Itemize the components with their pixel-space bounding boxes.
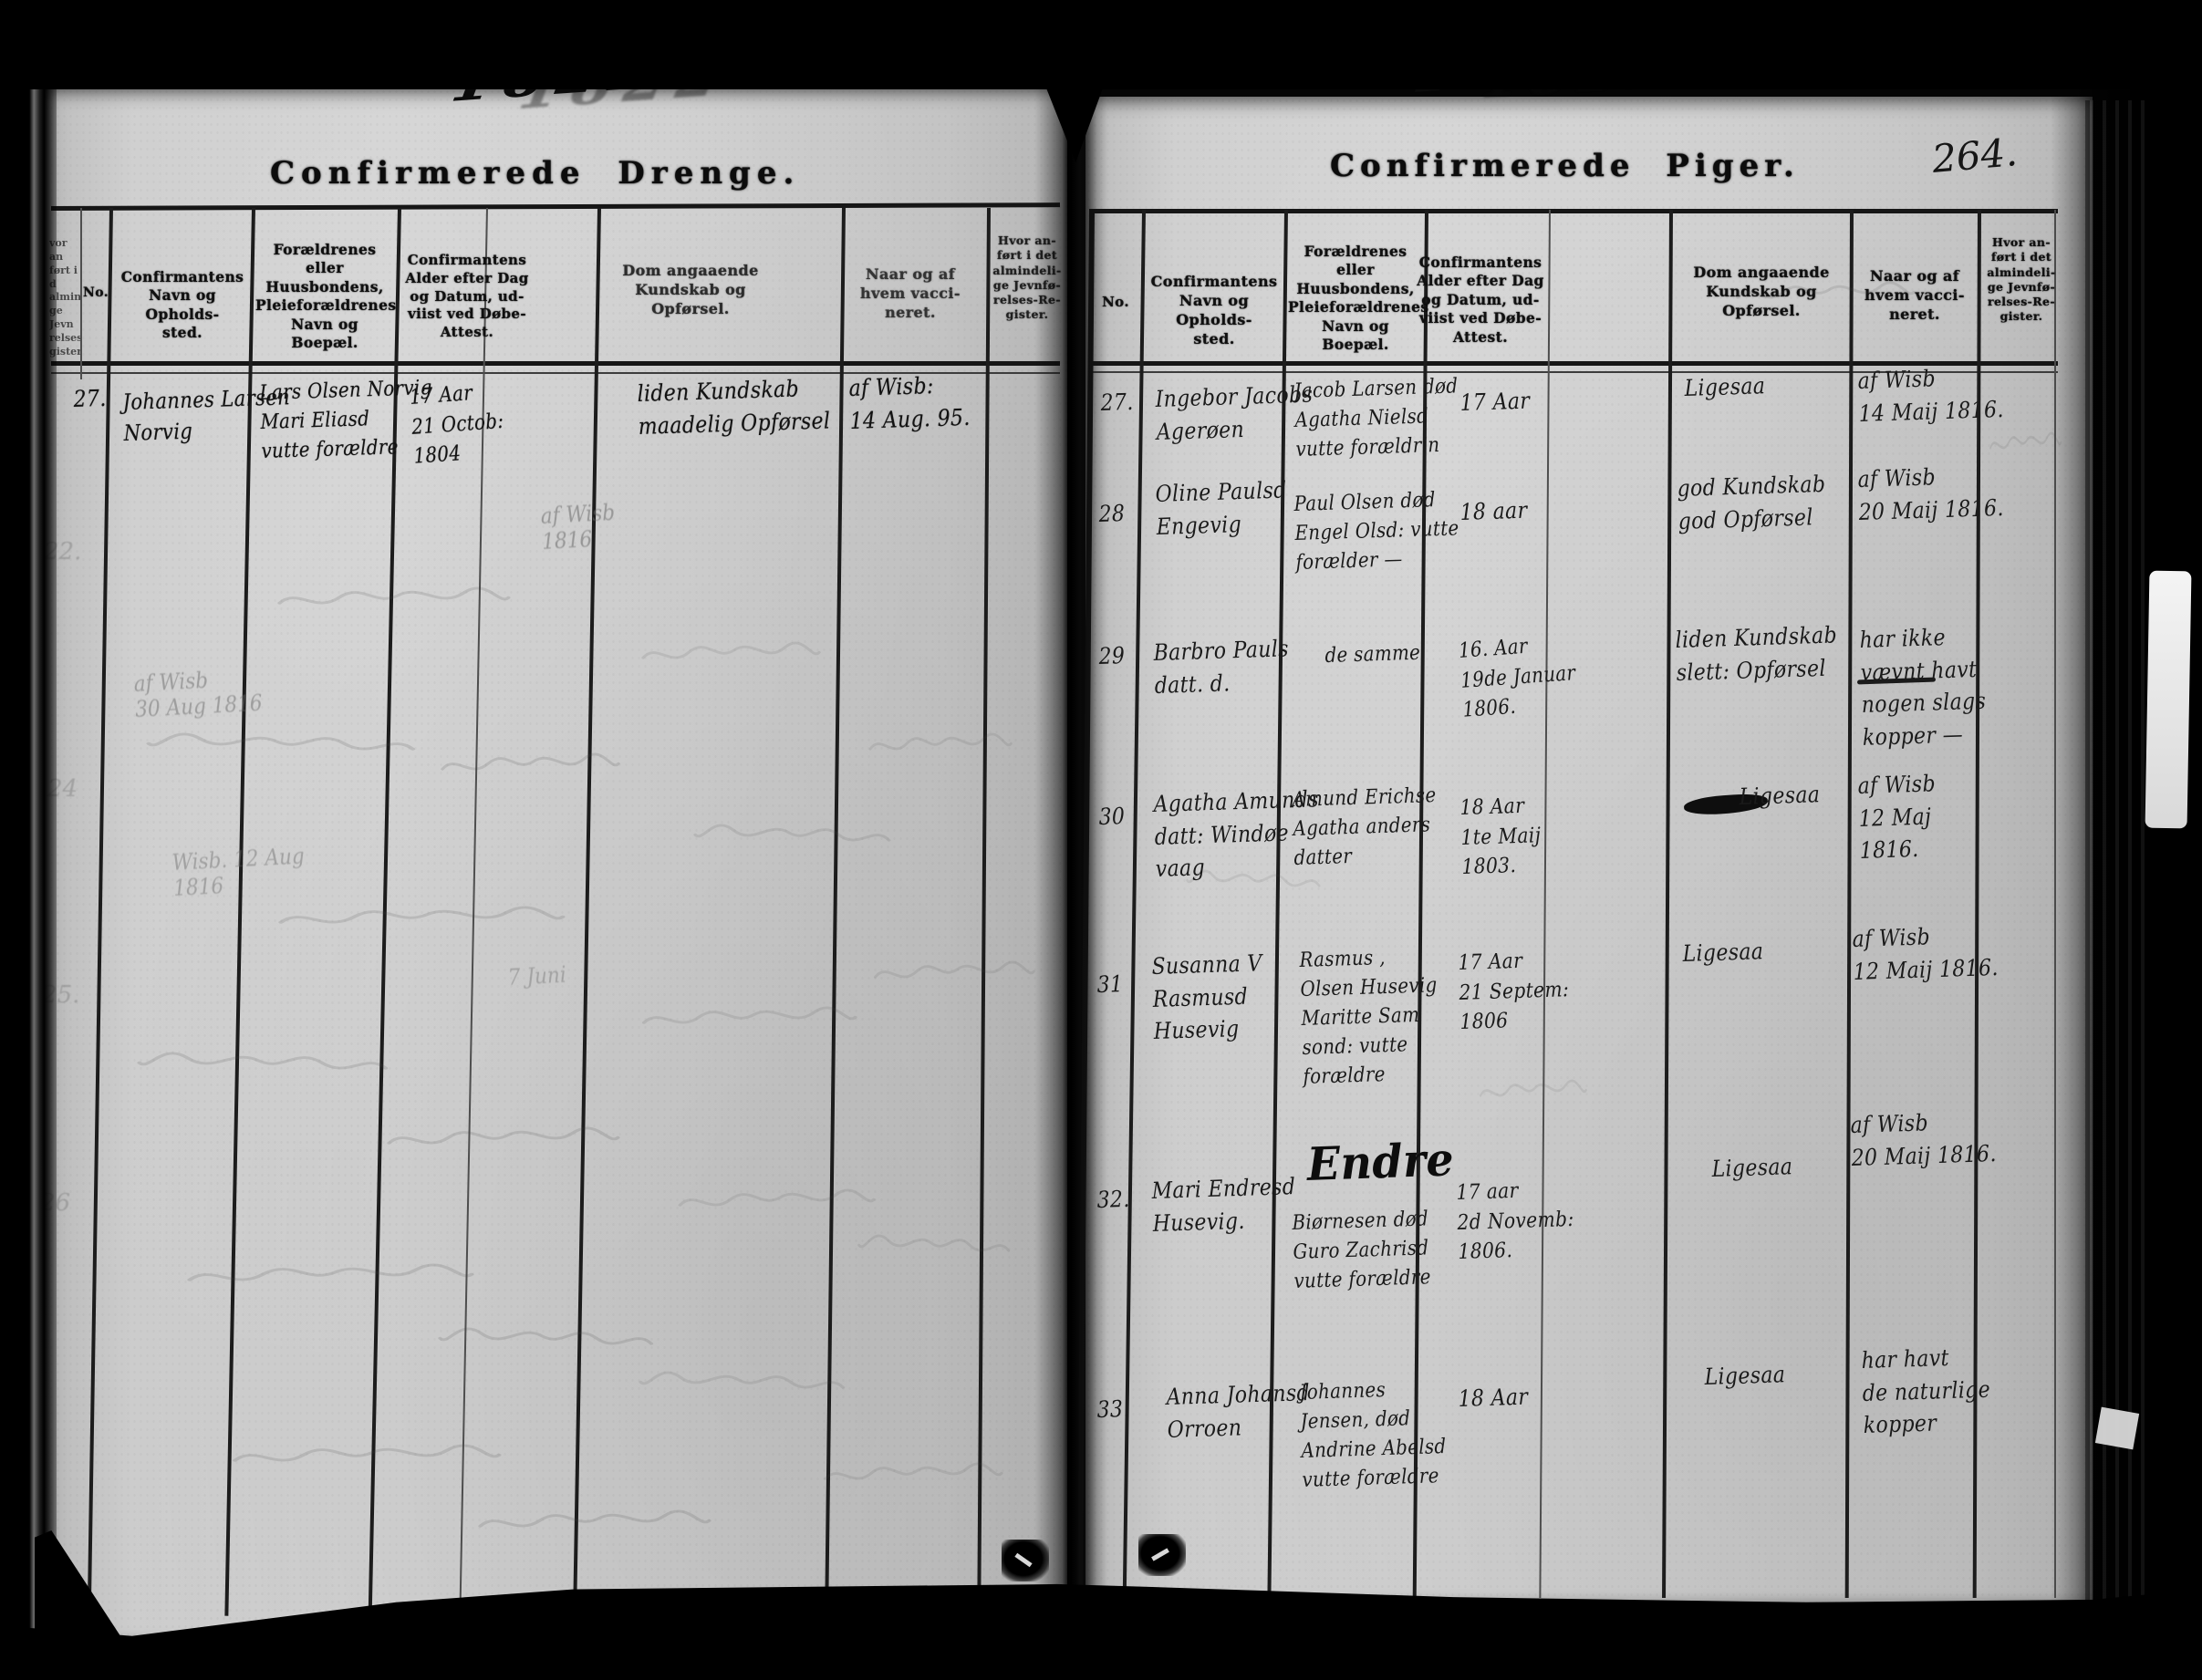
column-header-name-right: Confirmantens Navn og Opholds- sted. (1150, 273, 1278, 348)
row-confirmant-name: Anna Johansd Orroen (1166, 1379, 1311, 1443)
ink-blot-highlight (1014, 1552, 1033, 1568)
row-vaccinated: af Wisb 12 Maij 1816. (1852, 923, 1999, 985)
column-header-no-right: No. (1102, 294, 1129, 310)
table-rule-horizontal (51, 372, 1060, 374)
page-number: 264. (1930, 130, 2020, 181)
faded-handwriting-ghost (639, 1371, 846, 1390)
row-age: 16. Aar 19de Januar 1806. (1458, 634, 1577, 723)
row-confirmant-name: Ingebor Jacobs Agerøen (1155, 380, 1314, 445)
top-black-band (0, 0, 2202, 89)
row-parents: Rasmus , Olsen Husevig Maritte Sam sond:… (1299, 946, 1438, 1089)
faded-handwriting-ghost (639, 1003, 857, 1034)
table-rule-horizontal (1089, 209, 2058, 213)
row-age: 18 Aar 1te Maij 1803. (1459, 793, 1542, 880)
column-header-conduct-left: Dom angaaende Kundskab og Opførsel. (622, 262, 759, 318)
faded-handwriting-ghost (146, 730, 420, 761)
column-header-vaccinated-right: Naar og af hvem vacci- neret. (1864, 267, 1965, 324)
table-rule-horizontal (1089, 371, 2058, 373)
ink-blot (1002, 1540, 1049, 1581)
faded-handwriting-ghost (274, 584, 511, 615)
row-conduct: Ligesaa (1711, 1153, 1793, 1182)
row-age: 18 aar (1459, 496, 1528, 525)
row-parents: Lars Olsen Norvig Mari Eliasd vutte foræ… (259, 376, 433, 463)
faded-handwriting-ghost (441, 752, 620, 771)
row-parents: Biørnesen død Guro Zachrisd vutte foræld… (1292, 1207, 1432, 1293)
row-confirmant-name: Mari Endresd Husevig. (1151, 1173, 1296, 1237)
row-confirmant-name: Susanna V Rasmusd Husevig (1151, 949, 1263, 1044)
faded-handwriting-ghost (228, 1441, 502, 1472)
row-conduct: Ligesaa (1739, 781, 1821, 810)
table-rule-horizontal (51, 361, 1060, 366)
binding-gutter-shadow (1034, 88, 1107, 1620)
row-age: 17 Aar 21 Septem: 1806 (1458, 949, 1570, 1035)
row-age: 17 Aar 21 Octob: 1804 (409, 381, 505, 470)
row-parents-emphasis: Endre (1305, 1132, 1455, 1191)
column-header-register-right: Hvor an- ført i det almindeli- ge Jevnfø… (1987, 235, 2056, 324)
faded-handwriting-ghost (383, 1124, 620, 1155)
row-age: 17 Aar (1459, 387, 1531, 416)
binding-edge-right (2051, 88, 2202, 1638)
row-parents: Johannes Jensen, død Andrine Abelsd vutt… (1299, 1378, 1447, 1492)
row-parents: Paul Olsen død Engel Olsd: vutte forælde… (1293, 488, 1459, 575)
faded-handwriting-ghost (274, 903, 566, 934)
faded-handwriting-ghost (137, 1049, 392, 1080)
row-conduct: Ligesaa (1704, 1361, 1786, 1390)
faded-handwriting-ghost (873, 960, 1035, 979)
row-number: 27. (73, 384, 108, 412)
table-rule-horizontal (1089, 361, 2058, 366)
row-parents: Jacob Larsen død Agatha Nielsd vutte for… (1293, 374, 1459, 461)
row-vaccinated: af Wisb 14 Maij 1816. (1857, 365, 2005, 427)
faded-handwriting-ghost (678, 1188, 876, 1208)
row-conduct: liden Kundskab slett: Opførsel (1675, 621, 1838, 686)
row-age: 17 aar 2d Novemb: 1806. (1456, 1178, 1574, 1265)
column-header-age-left: Confirmantens Alder efter Dag og Datum, … (405, 252, 529, 341)
row-vaccinated: har havt de naturlige kopper (1861, 1343, 1991, 1438)
row-vaccinated: har ikke vævnt havt nogen slags kopper — (1859, 624, 1987, 751)
ink-blot-highlight (1151, 1548, 1169, 1561)
row-parents: de samme (1324, 640, 1421, 668)
column-header-age-right: Confirmantens Alder efter Dag og Datum, … (1417, 254, 1544, 346)
row-confirmant-name: Barbro Pauls datt. d. (1153, 635, 1290, 699)
row-conduct: god Kundskab god Opførsel (1677, 470, 1826, 534)
faded-fragment: 7 Juni (507, 961, 567, 990)
faded-handwriting-ghost (641, 641, 821, 659)
paper-scrap (2094, 1406, 2140, 1450)
row-conduct: liden Kundskab maadelig Opførsel (637, 375, 831, 440)
faded-handwriting-ghost (1479, 1079, 1587, 1097)
column-header-parents-left: Forældrenes eller Huusbondens, Pleieforæ… (255, 241, 397, 352)
row-conduct: Ligesaa (1682, 938, 1764, 967)
faded-handwriting-ghost (474, 1507, 711, 1538)
faded-handwriting-ghost (693, 824, 891, 843)
row-age: 18 Aar (1458, 1383, 1529, 1412)
faded-handwriting-ghost (868, 732, 1013, 751)
row-vaccinated: af Wisb: 14 Aug. 95. (848, 372, 971, 434)
left-edge-shadow (0, 0, 57, 1680)
faded-fragment: Wisb. 12 Aug 1816 (171, 843, 306, 901)
page-title-left: Confirmerede Drenge. (270, 155, 801, 192)
binding-streaks (2085, 100, 2149, 1605)
page-title-right: Confirmerede Piger. (1330, 148, 1800, 184)
row-vaccinated: af Wisb 12 Maj 1816. (1857, 770, 1937, 864)
faded-fragment: af Wisb 1816 (540, 499, 616, 555)
faded-fragment: af Wisb 30 Aug 1816 (133, 667, 264, 722)
bookmark-sliver (2145, 570, 2192, 829)
column-header-no-left: No. (83, 285, 109, 300)
row-confirmant-name: Oline Paulsd Engevig (1155, 476, 1287, 540)
row-vaccinated: af Wisb 20 Maij 1816. (1857, 463, 2005, 525)
table-rule-vertical (80, 208, 82, 379)
faded-handwriting-ghost (182, 1260, 474, 1291)
faded-handwriting-ghost (824, 1462, 1003, 1480)
column-header-name-left: Confirmantens Navn og Opholds- sted. (120, 268, 244, 342)
faded-handwriting-ghost (857, 1234, 1011, 1252)
ink-blot (1138, 1534, 1186, 1576)
faded-handwriting-ghost (438, 1324, 657, 1355)
faded-handwriting-ghost (1736, 281, 1916, 299)
column-header-vaccinated-left: Naar og af hvem vacci- neret. (860, 265, 961, 322)
column-header-parents-right: Forældrenes eller Huusbondens, Pleieforæ… (1288, 243, 1429, 354)
row-parents: Amund Erichse Agatha anders datter (1292, 783, 1437, 870)
row-conduct: Ligesaa (1684, 372, 1766, 401)
row-vaccinated: af Wisb 20 Maij 1816. (1850, 1109, 1998, 1171)
